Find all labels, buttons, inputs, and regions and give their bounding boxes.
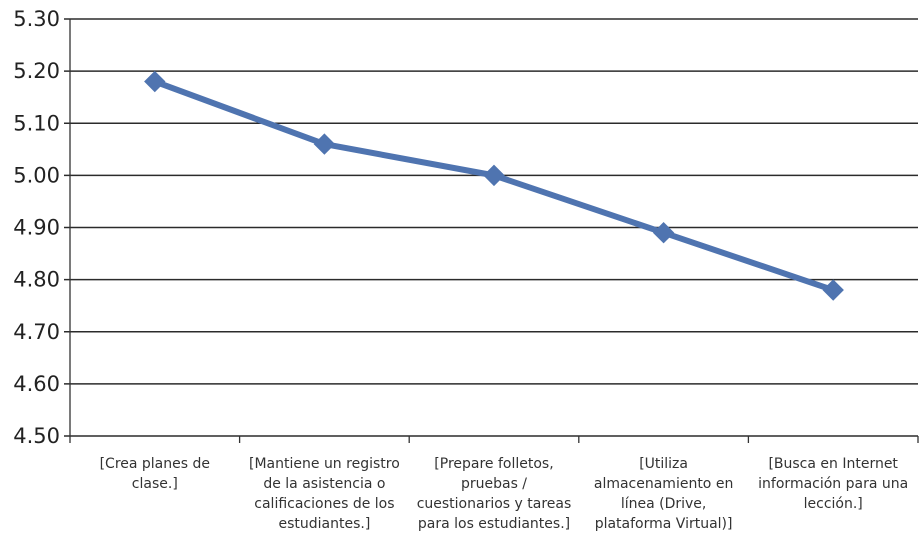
x-tick-label-line: [Busca en Internet: [768, 456, 898, 472]
y-tick-label: 5.30: [13, 7, 60, 31]
x-tick-label-line: plataforma Virtual)]: [595, 516, 733, 532]
series-layer: [144, 70, 844, 301]
x-tick-label-line: clase.]: [132, 476, 178, 492]
y-tick-label: 5.10: [13, 111, 60, 135]
y-tick-label: 4.60: [13, 372, 60, 396]
data-point-marker: [822, 279, 844, 301]
x-tick-label-line: [Prepare folletos,: [434, 456, 553, 472]
x-tick-label-line: pruebas /: [461, 476, 527, 492]
gridlines: [64, 18, 918, 437]
x-tick-label: [Crea planes de clase.]: [100, 456, 210, 492]
data-point-marker: [313, 133, 336, 155]
y-tick-label: 5.00: [13, 163, 60, 187]
x-tick-label-line: de la asistencia o: [263, 476, 385, 492]
x-tick-label-line: lección.]: [804, 496, 863, 512]
x-tick-label: [Busca en Internet información para una le…: [758, 456, 908, 512]
x-tick-label-line: línea (Drive,: [621, 496, 707, 512]
x-tick-label-line: para los estudiantes.]: [418, 516, 570, 532]
x-tick-label: [Mantiene un registro de la asistencia o c…: [249, 456, 400, 532]
y-tick-label: 4.80: [13, 268, 60, 292]
data-point-marker: [483, 164, 505, 187]
y-tick-labels: 4.50 4.60 4.70 4.80 4.90 5.00 5.10 5.20 5.30: [13, 7, 60, 448]
x-tick-label-line: calificaciones de los: [254, 496, 394, 512]
x-tick-label-line: almacenamiento en: [594, 476, 733, 492]
x-tick-labels: [Crea planes de clase.] [Mantiene un regis…: [100, 456, 909, 532]
y-tick-label: 5.20: [13, 59, 60, 83]
x-tick-label-line: información para una: [758, 476, 908, 492]
y-tick-label: 4.90: [13, 216, 60, 240]
y-tick-label: 4.50: [13, 424, 60, 448]
x-tick-label-line: estudiantes.]: [278, 516, 370, 532]
x-tick-label-line: cuestionarios y tareas: [417, 496, 572, 512]
data-point-marker: [652, 222, 675, 244]
x-tick-label-line: [Utiliza: [639, 456, 688, 472]
x-tick-label: [Prepare folletos, pruebas / cuestionarios…: [417, 456, 572, 532]
data-point-marker: [144, 70, 166, 93]
axes: [69, 19, 919, 443]
x-tick-label-line: [Crea planes de: [100, 456, 210, 472]
x-tick-label-line: [Mantiene un registro: [249, 456, 400, 472]
x-tick-label: [Utiliza almacenamiento en línea (Drive, pl…: [594, 456, 733, 532]
y-tick-label: 4.70: [13, 320, 60, 344]
